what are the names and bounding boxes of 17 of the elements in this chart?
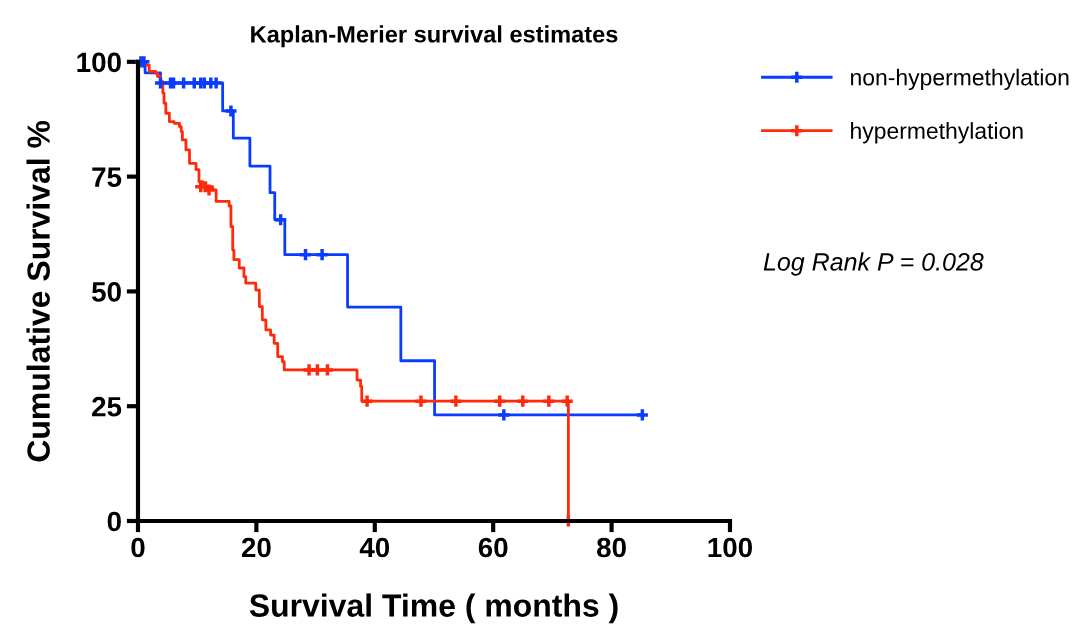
y-tick-label: 100 bbox=[77, 52, 121, 73]
x-tick-label: 100 bbox=[708, 537, 753, 558]
x-tick-label: 20 bbox=[241, 537, 271, 558]
y-tick-label: 50 bbox=[91, 282, 121, 302]
y-axis-title: Cumulative Survival % bbox=[26, 120, 50, 462]
x-tick-label: 80 bbox=[597, 537, 626, 558]
x-axis-title: Survival Time ( months ) bbox=[249, 593, 618, 624]
y-tick-label: 25 bbox=[92, 396, 122, 417]
chart-title: Kaplan-Merier survival estimates bbox=[251, 25, 618, 48]
text: Log Rank P = 0.028 bbox=[763, 252, 984, 276]
y-tick-label: 75 bbox=[92, 167, 122, 187]
x-tick-label: 0 bbox=[131, 537, 145, 558]
legend-label: non-hypermethylation bbox=[851, 68, 1069, 91]
y-tick-label: 0 bbox=[107, 511, 121, 532]
x-tick-label: 40 bbox=[359, 537, 390, 558]
legend-label: hypermethylation bbox=[851, 122, 1023, 144]
x-tick-label: 60 bbox=[478, 537, 508, 558]
